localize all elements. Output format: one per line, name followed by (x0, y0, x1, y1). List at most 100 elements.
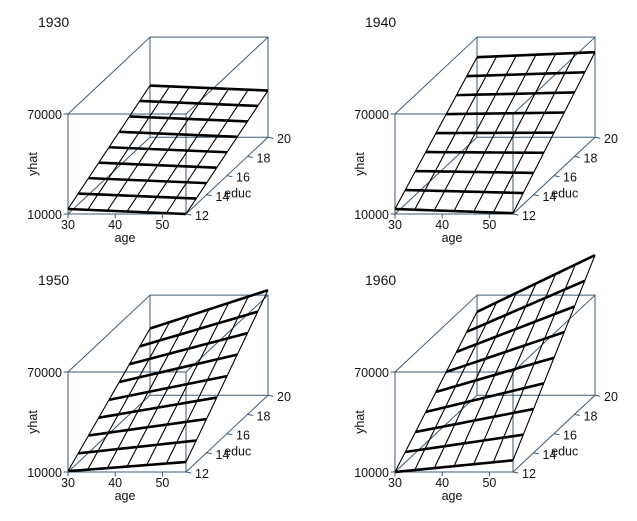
educ-tick (267, 394, 274, 397)
surface-line-age (67, 85, 151, 210)
age-tick-label: 30 (61, 476, 75, 490)
age-tick-label: 40 (435, 218, 449, 232)
educ-tick-label: 20 (277, 132, 291, 146)
surface-line-age (453, 283, 537, 467)
age-tick-label: 30 (61, 218, 75, 232)
surface-line-age (146, 302, 230, 466)
yhat-axis-label: yhat (26, 152, 40, 176)
surface-line-age (394, 311, 478, 473)
educ-tick (512, 213, 519, 216)
surface-line-age (126, 87, 210, 212)
educ-tick-label: 12 (522, 467, 536, 481)
chart-panel-1940: 30 40 50 age 12 14 16 18 20 educ 10000 70000 yhat 194… (353, 14, 618, 245)
surface-line-age (394, 56, 478, 210)
surface-line-age (473, 53, 557, 213)
panel-title: 1960 (365, 272, 396, 288)
box-edge (67, 136, 151, 215)
educ-tick (594, 394, 601, 397)
educ-tick (226, 433, 233, 436)
educ-tick (185, 471, 192, 474)
box-edge (67, 294, 151, 373)
educ-tick (185, 213, 192, 216)
surface-line-age (492, 52, 576, 213)
educ-tick (206, 452, 212, 455)
educ-tick-label: 16 (563, 171, 577, 185)
box-edge (512, 294, 596, 373)
educ-tick-label: 12 (522, 209, 536, 223)
panel-title: 1930 (38, 14, 69, 30)
surface-line-age (185, 90, 269, 215)
chart-panel-1960: 30 40 50 age 12 14 16 18 20 educ 10000 70000 yhat 196… (353, 254, 618, 503)
age-axis-label: age (115, 489, 136, 503)
educ-tick (267, 136, 274, 139)
educ-tick (206, 194, 212, 197)
yhat-tick-label: 70000 (354, 108, 389, 122)
surface-line-age (146, 88, 230, 213)
educ-tick-label: 20 (604, 390, 618, 404)
box-edge (512, 36, 596, 115)
yhat-tick-label: 70000 (27, 108, 62, 122)
surface-line-age (87, 86, 171, 211)
educ-tick (247, 413, 253, 416)
surface-line-age (87, 321, 171, 470)
surface-line-age (473, 273, 557, 465)
age-tick-label: 40 (435, 476, 449, 490)
educ-tick-label: 14 (543, 448, 557, 462)
surface-line-age (433, 55, 517, 211)
educ-tick-label: 20 (277, 390, 291, 404)
yhat-axis-label: yhat (353, 152, 367, 176)
educ-tick (553, 433, 560, 436)
educ-axis-label: educ (551, 186, 578, 200)
panel-title: 1940 (365, 14, 396, 30)
educ-tick-label: 18 (257, 409, 271, 423)
age-axis-label: age (115, 231, 136, 245)
yhat-tick-label: 10000 (27, 208, 62, 222)
educ-tick-label: 18 (584, 409, 598, 423)
age-tick-label: 50 (155, 218, 169, 232)
surface-line-age (126, 309, 210, 467)
age-axis-label: age (442, 489, 463, 503)
surface-line-age (433, 292, 517, 469)
box-edge (67, 36, 151, 115)
educ-tick (553, 175, 560, 178)
educ-tick-label: 16 (236, 429, 250, 443)
educ-tick-label: 14 (216, 190, 230, 204)
yhat-tick-label: 70000 (354, 366, 389, 380)
educ-tick (512, 471, 519, 474)
educ-axis-label: educ (224, 444, 251, 458)
surface-line-age (185, 289, 269, 463)
surface-line-age (512, 254, 596, 461)
yhat-tick-label: 70000 (27, 366, 62, 380)
yhat-tick-label: 10000 (354, 466, 389, 480)
yhat-axis-label: yhat (26, 410, 40, 434)
educ-tick-label: 18 (584, 151, 598, 165)
surface-line-age (414, 302, 498, 471)
chart-panel-1930: 30 40 50 age 12 14 16 18 20 educ 10000 70000 yhat 193… (26, 14, 291, 245)
educ-tick-label: 20 (604, 132, 618, 146)
educ-tick (533, 194, 539, 197)
age-tick-label: 40 (108, 218, 122, 232)
educ-tick-label: 18 (257, 151, 271, 165)
educ-tick (574, 413, 580, 416)
age-tick-label: 50 (482, 476, 496, 490)
yhat-axis-label: yhat (353, 410, 367, 434)
surface-line-age (512, 51, 596, 214)
panel-title: 1950 (38, 272, 69, 288)
yhat-tick-label: 10000 (27, 466, 62, 480)
chart-panel-1950: 30 40 50 age 12 14 16 18 20 educ 10000 70000 yhat 195… (26, 272, 291, 503)
educ-tick-label: 14 (216, 448, 230, 462)
box-edge (394, 394, 478, 473)
surface-line-age (106, 86, 190, 211)
surface-line-age (453, 54, 537, 212)
educ-tick (533, 452, 539, 455)
educ-tick-label: 14 (543, 190, 557, 204)
box-edge (394, 136, 478, 215)
surface-line-age (414, 56, 498, 210)
educ-tick-label: 12 (195, 209, 209, 223)
educ-axis-label: educ (224, 186, 251, 200)
educ-tick (574, 155, 580, 158)
surface-line-age (165, 296, 249, 464)
age-tick-label: 30 (388, 476, 402, 490)
box-edge (394, 36, 478, 115)
